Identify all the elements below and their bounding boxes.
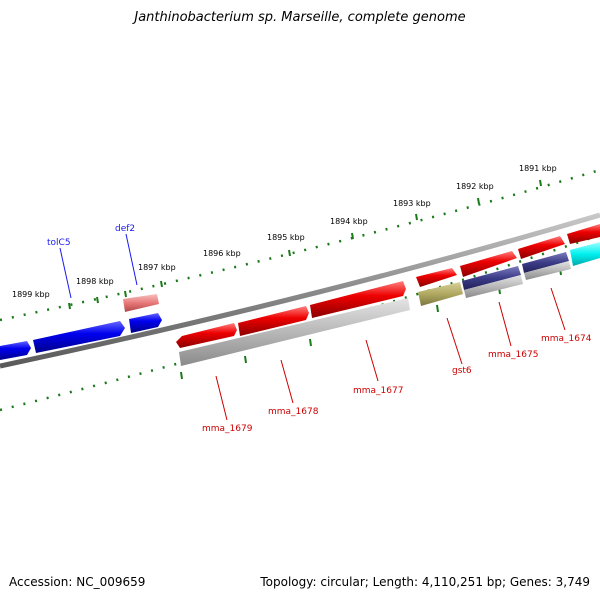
gene-blue-1[interactable]: [0, 341, 31, 360]
gene-blue-def2[interactable]: [129, 313, 162, 333]
gene-red-mma1678[interactable]: [238, 306, 309, 336]
accession-label: Accession: NC_009659: [9, 575, 146, 589]
genome-summary: Topology: circular; Length: 4,110,251 bp…: [260, 575, 590, 589]
gene-label-mma1674: mma_1674: [541, 334, 592, 344]
red-leader-lines: [215, 287, 566, 421]
gene-pink-def2[interactable]: [123, 294, 159, 312]
gene-label-gst6: gst6: [452, 366, 472, 376]
gene-label-mma1675: mma_1675: [488, 350, 538, 360]
gene-label-tolC5: tolC5: [47, 238, 71, 248]
feature-grey-3[interactable]: [524, 261, 571, 280]
kbp-label-1896: 1896 kbp: [203, 249, 241, 258]
kbp-label-1898: 1898 kbp: [76, 277, 114, 286]
kbp-label-1892: 1892 kbp: [456, 182, 494, 191]
kbp-label-1899: 1899 kbp: [12, 290, 50, 299]
kbp-label-1893: 1893 kbp: [393, 199, 431, 208]
gene-red-mma1679[interactable]: [176, 323, 237, 348]
gene-label-mma1679: mma_1679: [202, 424, 253, 434]
outer-major-ticks: [68, 179, 542, 310]
gene-red-fwd-1[interactable]: [416, 268, 457, 287]
feature-navy-2[interactable]: [522, 252, 569, 273]
kbp-label-1897: 1897 kbp: [138, 263, 176, 272]
feature-grey-1[interactable]: [179, 298, 410, 366]
feature-grey-2[interactable]: [464, 275, 523, 298]
inner-tick-ring: [0, 233, 600, 412]
gene-cyan[interactable]: [570, 242, 600, 266]
gene-label-mma1677: mma_1677: [353, 386, 403, 396]
gene-label-mma1678: mma_1678: [268, 407, 319, 417]
blue-leader-lines: [59, 233, 138, 299]
feature-olive-gst6[interactable]: [418, 282, 463, 306]
gene-red-fwd-4[interactable]: [567, 224, 600, 244]
kbp-label-1894: 1894 kbp: [330, 217, 368, 226]
gene-red-mma1677[interactable]: [310, 281, 406, 318]
kbp-label-1891: 1891 kbp: [519, 164, 557, 173]
gene-label-def2: def2: [115, 224, 135, 234]
map-title: Janthinobacterium sp. Marseille, complet…: [134, 10, 466, 25]
feature-navy-1[interactable]: [462, 266, 521, 290]
gene-red-fwd-3[interactable]: [518, 236, 565, 259]
kbp-label-1895: 1895 kbp: [267, 233, 305, 242]
reverse-strand: [0, 242, 600, 360]
feature-track: [179, 252, 571, 366]
genome-backbone: [0, 212, 600, 369]
gene-blue-tolC5[interactable]: [33, 321, 125, 353]
forward-strand: [123, 224, 600, 312]
gene-red-fwd-2[interactable]: [460, 251, 517, 277]
